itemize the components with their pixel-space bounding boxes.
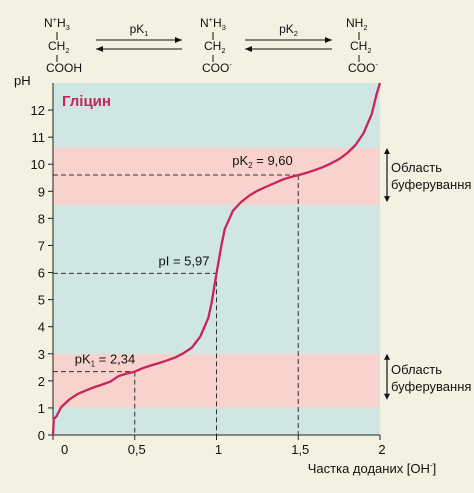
titration-curve — [51, 82, 382, 436]
arrow-head — [96, 46, 103, 52]
annotation-label-2: pK2 = 9,60 — [232, 153, 293, 170]
y-axis-label: pH — [14, 73, 31, 88]
buffer-label-line1: Область — [391, 160, 442, 175]
buffer-label-line2: буферування — [391, 379, 471, 394]
form-carboxyl-0: COOH — [46, 61, 82, 75]
buffer-arrow-head — [384, 147, 390, 154]
y-tick-label: 0 — [38, 428, 45, 443]
buffer-arrow-head — [384, 393, 390, 400]
y-tick-label: 12 — [31, 103, 45, 118]
y-tick-label: 6 — [38, 266, 45, 281]
buffer-arrow-head — [384, 196, 390, 203]
x-tick-label: 1 — [215, 442, 222, 457]
buffer-label-line2: буферування — [391, 177, 471, 192]
annotation-label-0: pK1 = 2,34 — [75, 352, 136, 369]
form-backbone-1: CH2 — [204, 39, 225, 55]
x-axis-label: Частка доданих [OH-] — [308, 461, 437, 476]
y-tick-label: 10 — [31, 157, 45, 172]
y-tick-label: 3 — [38, 347, 45, 362]
arrow-head — [245, 46, 252, 52]
y-tick-label: 8 — [38, 211, 45, 226]
arrow-head — [325, 37, 332, 43]
y-tick-label: 4 — [38, 320, 45, 335]
y-tick-label: 5 — [38, 293, 45, 308]
y-tick-label: 1 — [38, 401, 45, 416]
x-tick-label: 0,5 — [128, 442, 146, 457]
band-3 — [53, 147, 380, 205]
form-backbone-0: CH2 — [48, 39, 69, 55]
buffer-arrow-head — [384, 353, 390, 360]
form-carboxyl-1: COO- — [202, 60, 232, 75]
form-carboxyl-2: COO- — [348, 60, 378, 75]
x-tick-label: 2 — [378, 442, 385, 457]
buffer-label-line1: Область — [391, 362, 442, 377]
form-backbone-2: CH2 — [350, 39, 371, 55]
form-amino-1: N+H3 — [200, 15, 226, 32]
form-amino-0: N+H3 — [44, 15, 70, 32]
equilibrium-label-1: pK2 — [279, 22, 298, 38]
equilibrium-label-0: pK1 — [130, 22, 149, 38]
x-tick-label: 1,5 — [291, 442, 309, 457]
form-amino-2: NH2 — [346, 16, 367, 32]
x-tick-label: 0 — [61, 442, 68, 457]
band-4 — [53, 83, 380, 148]
chart-title: Гліцин — [62, 93, 111, 110]
arrow-head — [175, 37, 182, 43]
y-tick-label: 11 — [32, 130, 46, 145]
y-tick-label: 2 — [38, 374, 45, 389]
y-tick-label: 7 — [38, 238, 45, 253]
annotation-label-1: pI = 5,97 — [159, 253, 210, 268]
y-tick-label: 9 — [38, 184, 45, 199]
